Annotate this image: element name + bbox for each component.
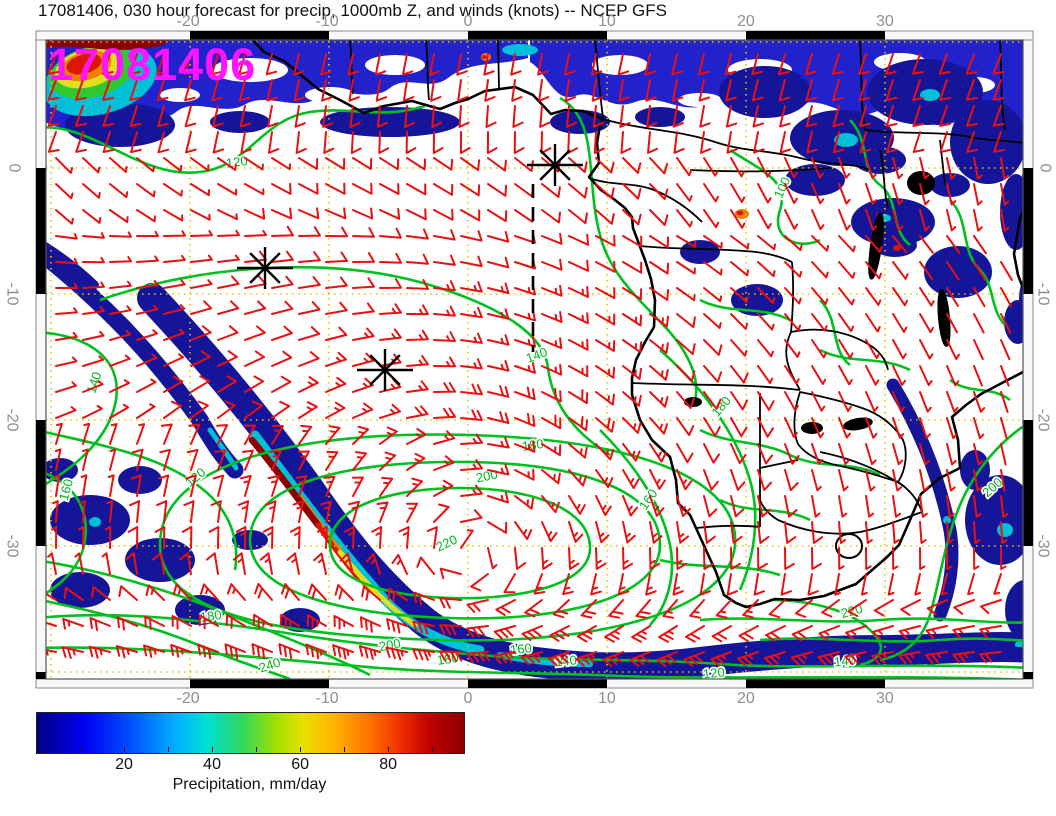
precip-shading-layer — [46, 40, 1023, 679]
lat-tick-label-right: -30 — [1034, 534, 1052, 558]
page-title: 17081406, 030 hour forecast for precip, … — [38, 1, 667, 20]
storm-asterisk-marker — [237, 247, 293, 289]
lat-tick-label-right: -10 — [1034, 282, 1052, 306]
wind-barb-layer — [46, 53, 1013, 667]
map-frame — [35, 30, 1034, 689]
contour-label: 120 — [225, 153, 249, 171]
lat-tick-label-right: 0 — [1035, 163, 1053, 173]
colorbar-tick — [300, 747, 302, 752]
lon-tick-label-bottom: -20 — [176, 690, 200, 707]
colorbar-tick — [256, 747, 258, 752]
colorbar-tick-label: 20 — [115, 756, 133, 773]
colorbar-label: Precipitation, mm/day — [172, 776, 327, 793]
marker-layer — [237, 144, 583, 391]
colorbar-tick — [432, 747, 434, 752]
colorbar-tick — [168, 747, 170, 752]
colorbar-tick — [388, 747, 390, 752]
lat-tick-label-left: -10 — [3, 282, 21, 306]
lon-tick-label-top: -20 — [176, 13, 200, 30]
lon-tick-label-bottom: -10 — [315, 690, 339, 707]
colorbar-tick — [124, 747, 126, 752]
lon-tick-label-bottom: 0 — [463, 690, 473, 707]
lat-tick-label-left: -20 — [3, 408, 21, 432]
storm-asterisk-marker — [357, 349, 413, 391]
init-time-watermark: 17081406 — [48, 39, 257, 90]
colorbar-tick — [212, 747, 214, 752]
lon-tick-label-bottom: 10 — [598, 690, 616, 707]
contour-label: 140 — [524, 344, 550, 366]
lon-tick-label-top: 0 — [463, 13, 473, 30]
colorbar-tick-label: 80 — [379, 756, 398, 773]
contour-label: 220 — [434, 532, 460, 555]
lat-tick-label-right: -20 — [1034, 408, 1052, 432]
lon-tick-label-top: -10 — [315, 13, 339, 30]
colorbar-tick — [344, 747, 346, 752]
lon-tick-label-top: 30 — [876, 13, 894, 30]
height-contour-layer: 1201001401401201601802002201601802002201… — [46, 96, 1023, 681]
lon-tick-label-bottom: 20 — [737, 690, 755, 707]
lon-tick-label-bottom: 30 — [876, 690, 894, 707]
precip-colorbar — [36, 712, 465, 754]
contour-label: 120 — [702, 664, 725, 681]
colorbar-tick — [80, 747, 82, 752]
contour-label: 160 — [509, 640, 532, 657]
lon-tick-label-top: 20 — [737, 13, 755, 30]
contour-label: 140 — [833, 652, 856, 669]
colorbar-tick-label: 60 — [291, 756, 310, 773]
lon-tick-label-top: 10 — [598, 13, 616, 30]
lat-tick-label-left: 0 — [4, 163, 22, 173]
contour-label: 180 — [708, 393, 733, 419]
lat-tick-label-left: -30 — [3, 534, 21, 558]
storm-asterisk-marker — [527, 144, 583, 186]
colorbar-tick-label: 40 — [203, 756, 221, 773]
